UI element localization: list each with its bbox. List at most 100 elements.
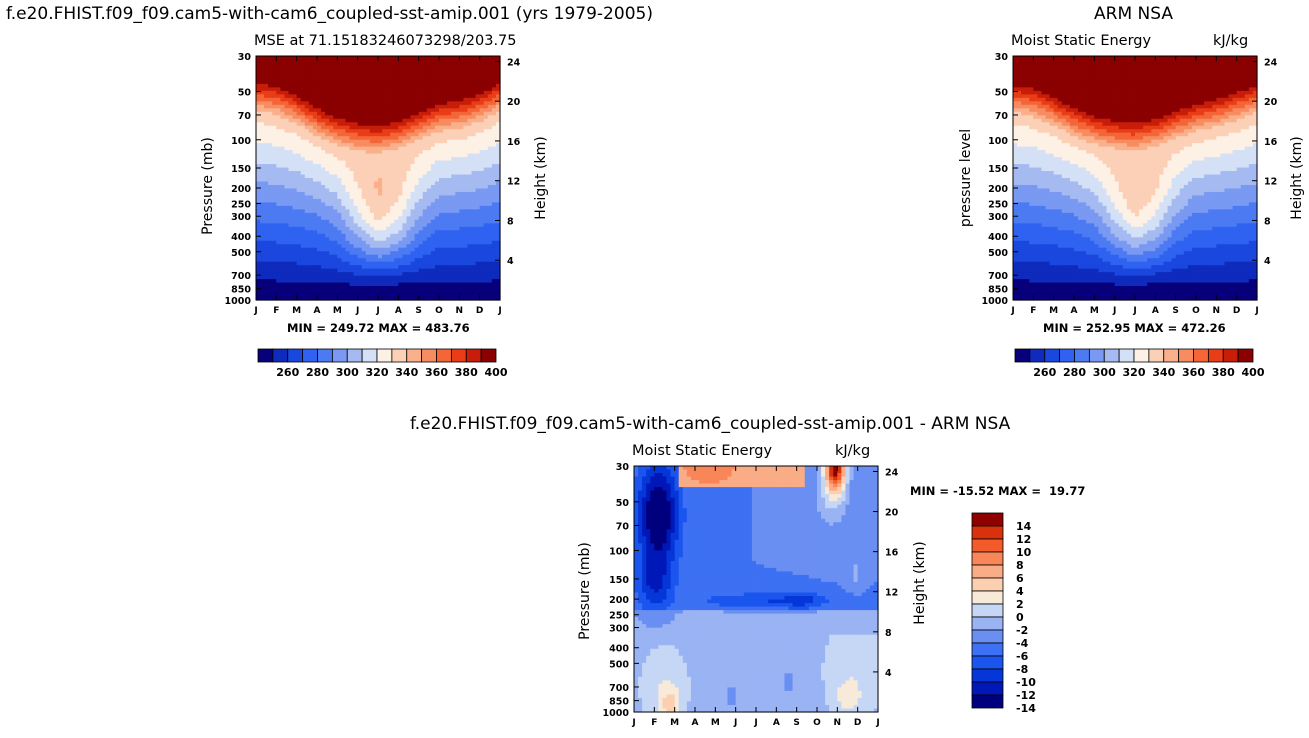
right-plot-y-tick-label: 700 — [988, 271, 1008, 282]
right-plot-y2-tick-label: 12 — [1264, 177, 1277, 188]
diff-colorbar-swatch — [971, 590, 1004, 605]
diff-colorbar-label: 8 — [1016, 559, 1024, 572]
right-colorbar-label: 280 — [1063, 366, 1086, 379]
diff-plot-y-tick-label: 400 — [609, 644, 629, 655]
right-plot-x-tick-label: J — [1112, 306, 1116, 316]
left-plot-y-tick-label: 150 — [231, 164, 251, 175]
diff-colorbar-swatch — [971, 681, 1004, 696]
right-plot-x-tick-label: J — [1254, 306, 1258, 316]
left-plot-y2-tick-label: 24 — [507, 57, 521, 68]
diff-colorbar-swatch — [971, 603, 1004, 618]
diff-colorbar-label: 10 — [1016, 546, 1032, 559]
diff-colorbar-swatch — [971, 616, 1004, 631]
right-plot-y2-tick-label: 20 — [1264, 97, 1278, 108]
diff-colorbar-label: -10 — [1016, 676, 1036, 689]
diff-plot-y2-tick-label: 24 — [885, 467, 899, 478]
left-plot-x-tick-label: M — [333, 306, 342, 316]
diff-colorbar-label: -2 — [1016, 624, 1028, 637]
left-colorbar-swatch — [436, 348, 452, 363]
right-plot-y-tick-label: 200 — [988, 184, 1008, 195]
diff-plot-y-tick-label: 150 — [609, 575, 629, 586]
left-plot-y2-tick-label: 12 — [507, 177, 520, 188]
left-plot-x-tick-label: N — [456, 306, 464, 316]
left-plot-x-tick-label: A — [395, 306, 402, 316]
diff-colorbar-label: -8 — [1016, 663, 1028, 676]
left-colorbar-label: 380 — [455, 366, 478, 379]
diff-plot-x-tick-label: A — [692, 718, 699, 728]
right-plot-contour-field — [1013, 56, 1258, 301]
diff-colorbar-swatch — [971, 694, 1004, 709]
left-plot-x-tick-label: J — [375, 306, 379, 316]
diff-plot-y-tick-label: 200 — [609, 595, 629, 606]
right-plot-x-tick-label: S — [1172, 306, 1178, 316]
left-colorbar-swatch — [346, 348, 363, 363]
right-colorbar-label: 300 — [1093, 366, 1116, 379]
left-plot-y-tick-label: 700 — [231, 271, 251, 282]
right-colorbar-swatch — [1044, 348, 1061, 363]
right-plot-x-tick-label: A — [1152, 306, 1159, 316]
diff-plot-y-tick-label: 850 — [609, 697, 629, 708]
left-colorbar-label: 280 — [306, 366, 329, 379]
right-colorbar-swatch — [1163, 348, 1180, 363]
right-plot-y-tick-label: 500 — [988, 248, 1008, 259]
right-colorbar-swatch — [1222, 348, 1239, 363]
left-plot-x-tick-label: S — [415, 306, 421, 316]
left-colorbar-label: 300 — [336, 366, 359, 379]
right-plot-x-tick-label: O — [1192, 306, 1200, 316]
right-plot-x-tick-label: N — [1213, 306, 1221, 316]
diff-plot-x-tick-label: J — [753, 718, 757, 728]
left-plot-y-tick-label: 250 — [231, 200, 251, 211]
diff-plot-y2-tick-label: 12 — [885, 588, 898, 599]
right-plot-y-tick-label: 300 — [988, 212, 1008, 223]
diff-plot-x-tick-label: O — [813, 718, 821, 728]
left-plot-y-tick-label: 70 — [238, 111, 252, 122]
diff-plot-x-tick-label: F — [651, 718, 657, 728]
left-colorbar-label: 340 — [395, 366, 418, 379]
right-colorbar-swatch — [1133, 348, 1150, 363]
left-plot-y-tick-label: 400 — [231, 232, 251, 243]
left-plot-y2-tick-label: 8 — [507, 216, 514, 227]
diff-colorbar-label: 2 — [1016, 598, 1024, 611]
diff-colorbar-label: 12 — [1016, 533, 1031, 546]
diff-plot-y-tick-label: 30 — [616, 462, 630, 473]
right-colorbar-label: 260 — [1033, 366, 1056, 379]
left-plot-y2-tick-label: 4 — [507, 256, 514, 267]
left-colorbar-swatch — [376, 348, 393, 363]
left-colorbar-swatch — [361, 348, 378, 363]
left-colorbar-swatch — [480, 348, 497, 363]
diff-colorbar-swatch — [971, 564, 1004, 579]
diff-colorbar-swatch — [971, 551, 1004, 566]
diff-plot-y2-tick-label: 20 — [885, 508, 899, 519]
right-plot-y-tick-label: 100 — [988, 136, 1008, 147]
left-colorbar-swatch — [272, 348, 289, 363]
right-plot-units: kJ/kg — [1213, 33, 1249, 49]
diff-plot-units: kJ/kg — [835, 443, 871, 459]
right-plot-subtitle: Moist Static Energy — [1011, 33, 1152, 49]
right-colorbar-swatch — [1074, 348, 1090, 363]
diff-plot-y-tick-label: 70 — [616, 521, 630, 532]
left-plot-y-tick-label: 850 — [231, 285, 251, 296]
diff-colorbar-label: 0 — [1016, 611, 1024, 624]
right-colorbar-swatch — [1014, 348, 1031, 363]
difference-title: f.e20.FHIST.f09_f09.cam5-with-cam6_coupl… — [410, 414, 1011, 434]
diff-plot-x-tick-label: J — [875, 718, 879, 728]
diff-plot-y-tick-label: 500 — [609, 659, 629, 670]
right-colorbar-swatch — [1148, 348, 1165, 363]
left-plot-x-tick-label: M — [292, 306, 301, 316]
right-plot-y-tick-label: 50 — [995, 88, 1009, 99]
right-plot-x-tick-label: D — [1233, 306, 1240, 316]
right-colorbar-label: 400 — [1242, 366, 1265, 379]
right-obs-title: ARM NSA — [1094, 4, 1173, 24]
diff-plot-subtitle: Moist Static Energy — [632, 443, 773, 459]
right-plot-stats: MIN = 252.95 MAX = 472.26 — [1043, 321, 1226, 335]
diff-plot-y-tick-label: 100 — [609, 546, 629, 557]
right-plot-y-tick-label: 1000 — [982, 296, 1009, 307]
right-plot-y-tick-label: 850 — [988, 285, 1008, 296]
left-colorbar-swatch — [257, 348, 274, 363]
right-colorbar-swatch — [1193, 348, 1209, 363]
left-colorbar-label: 400 — [485, 366, 508, 379]
right-plot-y-tick-label: 70 — [995, 111, 1009, 122]
left-plot-subtitle: MSE at 71.15183246073298/203.75 — [254, 33, 517, 49]
left-plot-y-tick-label: 300 — [231, 212, 251, 223]
